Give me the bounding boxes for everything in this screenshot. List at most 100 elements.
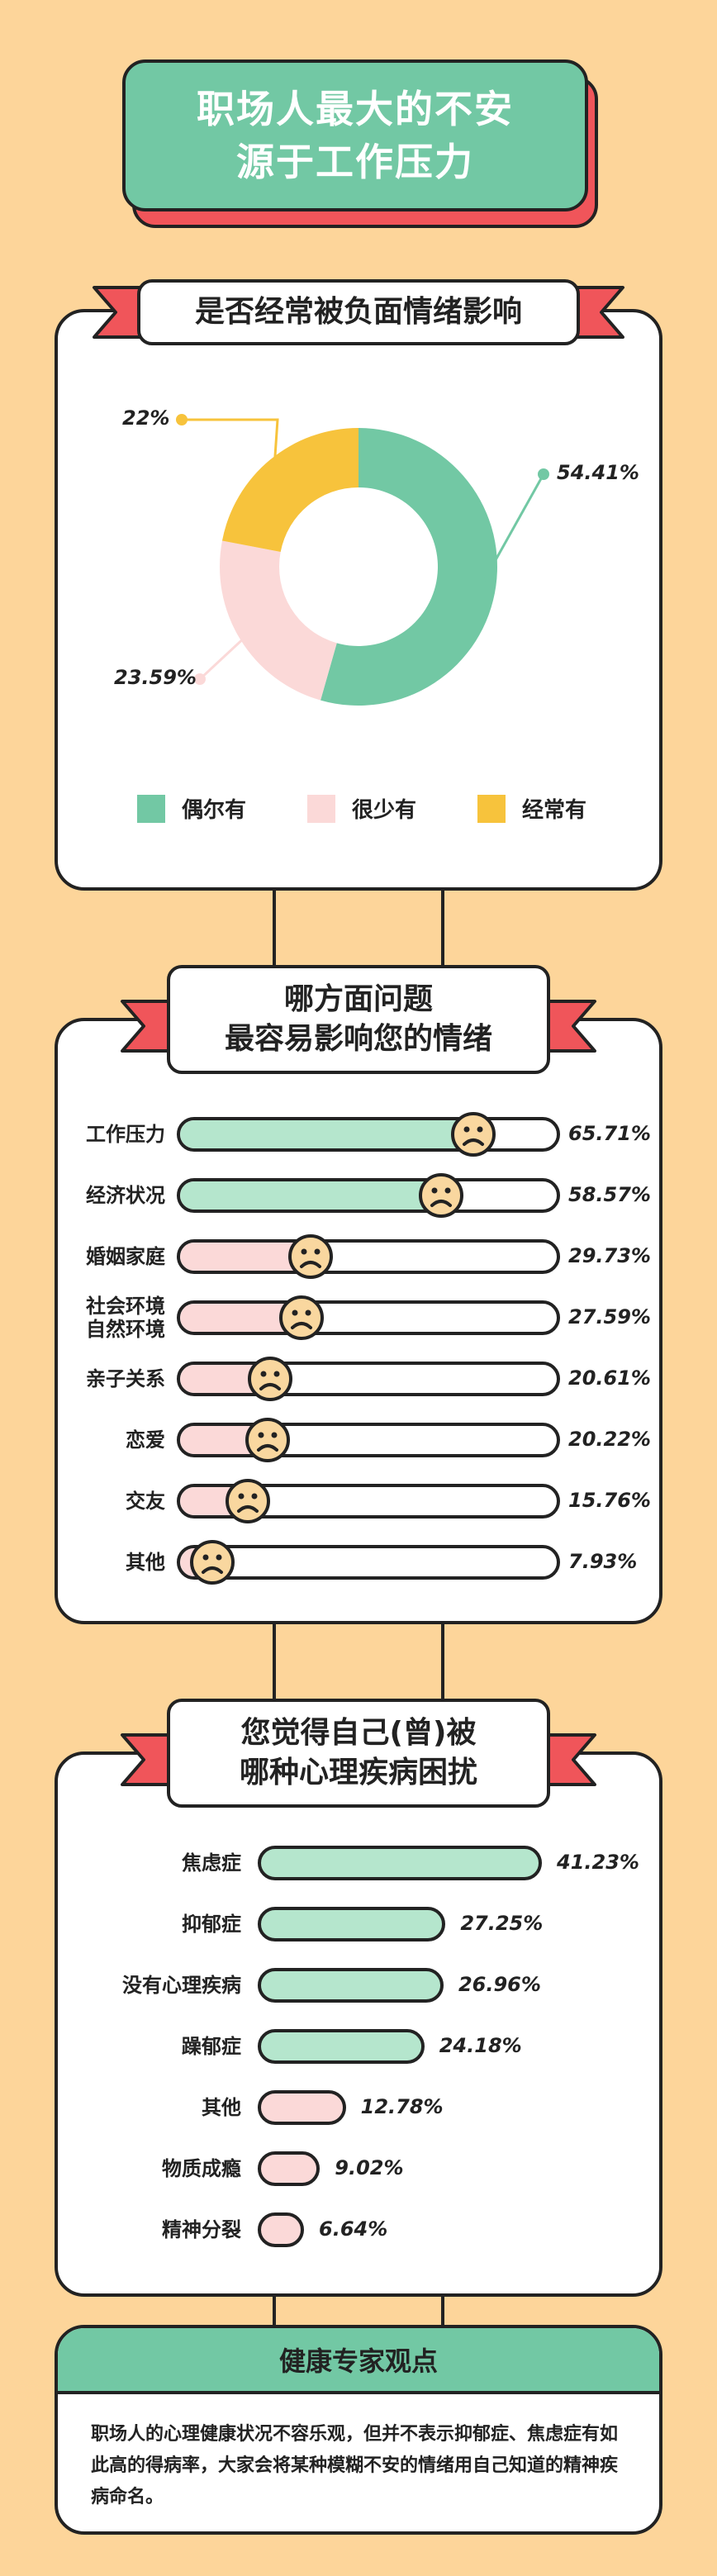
section3-title-line2: 哪种心理疾病困扰	[239, 1756, 477, 1789]
bar-track	[177, 1362, 560, 1396]
bar-fill	[258, 1907, 446, 1942]
bar-label-line: 恋爱	[126, 1428, 165, 1452]
bar-label: 没有心理疾病	[122, 1974, 241, 1997]
bar-label-line: 亲子关系	[86, 1367, 165, 1390]
bar-value: 9.02%	[335, 2156, 404, 2179]
bar-value: 20.61%	[568, 1366, 651, 1390]
bar-label-line: 其他	[126, 1551, 165, 1574]
bar-label-line: 社会环境	[86, 1295, 165, 1318]
pie-card	[55, 309, 662, 891]
leader-dot-2	[176, 414, 188, 425]
bar-value: 15.76%	[568, 1489, 651, 1512]
bar-fill	[180, 1181, 440, 1210]
bar-label: 抑郁症	[182, 1913, 241, 1936]
section2-title-line2: 最容易影响您的情绪	[224, 1022, 492, 1056]
bar-value: 65.71%	[568, 1122, 651, 1145]
bar-label-line: 婚姻家庭	[86, 1245, 165, 1268]
bar-label-line: 经济状况	[86, 1184, 165, 1207]
section3-title-line1: 您觉得自己(曾)被	[240, 1716, 477, 1750]
bar-label-line: 交友	[126, 1490, 165, 1513]
page-title-line1: 职场人最大的不安	[197, 87, 514, 131]
bar-track	[177, 1423, 560, 1457]
bar-value: 41.23%	[557, 1851, 639, 1874]
connector	[273, 1619, 276, 1718]
donut-slice-1	[220, 540, 337, 701]
legend-label: 很少有	[352, 798, 417, 823]
legend-item-often: 经常有	[477, 793, 586, 824]
bar-track	[177, 1300, 560, 1335]
donut-slice-0	[321, 428, 498, 706]
connector	[441, 876, 444, 975]
bar-fill	[258, 2090, 346, 2125]
legend-swatch	[477, 794, 506, 823]
legend-item-rarely: 很少有	[307, 793, 416, 824]
bar-label-line: 自然环境	[86, 1318, 165, 1341]
bar-label: 交友	[55, 1490, 165, 1513]
bar-value: 7.93%	[568, 1550, 638, 1573]
bar-value: 24.18%	[439, 2034, 522, 2057]
sad-face-icon	[247, 1357, 292, 1401]
bar-value: 20.22%	[568, 1428, 651, 1451]
bar-label: 其他	[202, 2096, 241, 2119]
donut-chart	[176, 414, 549, 706]
bar-fill	[258, 1968, 444, 2003]
legend-item-occasionally: 偶尔有	[137, 793, 246, 824]
leader-line-0	[481, 473, 545, 585]
bar-fill	[258, 1846, 542, 1880]
bar-label-line: 工作压力	[86, 1123, 165, 1146]
bar-label: 焦虑症	[182, 1851, 241, 1875]
section2-title: 哪方面问题 最容易影响您的情绪	[167, 965, 550, 1074]
bar-value: 6.64%	[319, 2217, 388, 2241]
legend-label: 经常有	[522, 798, 587, 823]
bar-value: 27.59%	[568, 1305, 651, 1328]
disease-card	[55, 1751, 662, 2297]
bar-fill	[258, 2151, 321, 2186]
bar-label: 精神分裂	[162, 2218, 241, 2241]
connector	[441, 1619, 444, 1718]
expert-title-text: 健康专家观点	[278, 2345, 438, 2377]
sad-face-icon	[245, 1418, 291, 1462]
leader-line-1	[198, 634, 248, 681]
bar-label: 婚姻家庭	[55, 1245, 165, 1268]
legend-swatch	[307, 794, 335, 823]
page-title: 职场人最大的不安 源于工作压力	[122, 59, 588, 211]
bar-label: 物质成瘾	[162, 2157, 241, 2180]
bar-value: 26.96%	[458, 1973, 541, 1996]
bar-track	[177, 1117, 560, 1152]
sad-face-icon	[450, 1112, 496, 1157]
leader-dot-1	[194, 673, 206, 685]
sad-face-icon	[226, 1479, 271, 1523]
connector	[273, 876, 276, 975]
bar-value: 27.25%	[460, 1912, 544, 1935]
sad-face-icon	[278, 1295, 324, 1340]
legend-swatch	[137, 794, 165, 823]
section1-title-text: 是否经常被负面情绪影响	[194, 295, 522, 329]
leader-line-2	[182, 418, 279, 466]
sad-face-icon	[190, 1540, 235, 1585]
connector	[273, 2280, 276, 2330]
bar-track	[177, 1239, 560, 1274]
donut-slice-2	[221, 428, 358, 553]
bar-value: 29.73%	[568, 1244, 651, 1267]
leader-dot-0	[538, 468, 549, 480]
sad-face-icon	[288, 1234, 334, 1279]
bar-label: 躁郁症	[182, 2035, 241, 2058]
bar-label: 亲子关系	[55, 1367, 165, 1390]
expert-card: 健康专家观点 职场人的心理健康状况不容乐观，但并不表示抑郁症、焦虑症有如此高的得…	[55, 2325, 662, 2535]
page-title-line2: 源于工作压力	[236, 140, 474, 184]
bar-label: 工作压力	[55, 1123, 165, 1146]
connector	[441, 2280, 444, 2330]
expert-title: 健康专家观点	[58, 2328, 659, 2394]
pie-label-often: 22%	[122, 406, 170, 430]
bar-label: 社会环境 自然环境	[55, 1295, 165, 1341]
bar-fill	[258, 2029, 425, 2064]
pie-label-frequent-sometimes: 54.41%	[557, 461, 639, 484]
bar-value: 12.78%	[360, 2095, 444, 2118]
legend-label: 偶尔有	[182, 798, 247, 823]
pie-label-rarely: 23.59%	[114, 666, 197, 689]
bar-fill	[180, 1120, 472, 1148]
sad-face-icon	[418, 1173, 463, 1218]
bar-label: 经济状况	[55, 1184, 165, 1207]
section3-title: 您觉得自己(曾)被 哪种心理疾病困扰	[167, 1699, 550, 1808]
bar-value: 58.57%	[568, 1183, 651, 1206]
